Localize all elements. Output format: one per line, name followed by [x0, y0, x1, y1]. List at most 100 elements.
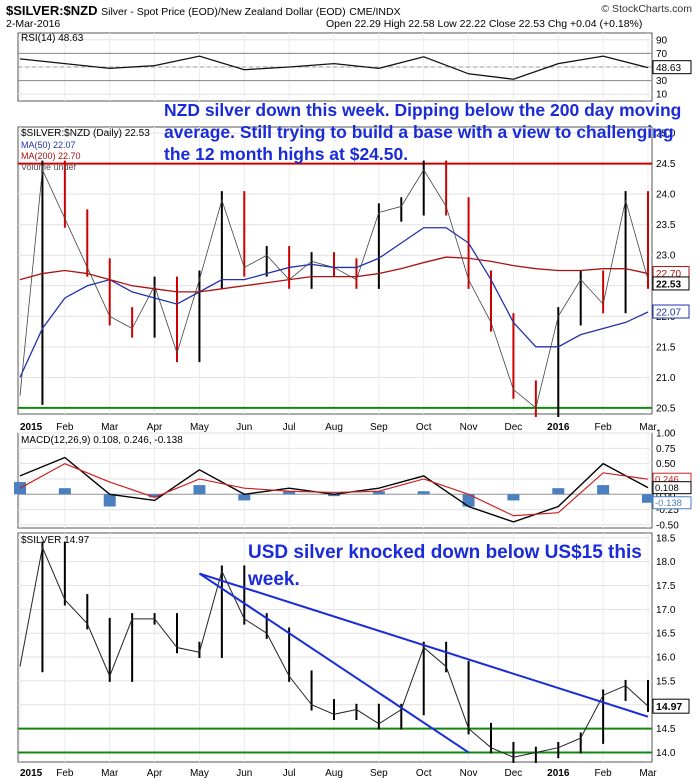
- usd-x-tick-label: 2015: [20, 768, 43, 779]
- nzd-legend-ma200: MA(200) 22.70: [21, 151, 81, 161]
- nzd-x-tick-label: Sep: [370, 422, 388, 433]
- nzd-value-box-ma50: [652, 304, 690, 319]
- macd-tick-label: 0.50: [656, 459, 676, 470]
- usd-title: $SILVER 14.97: [21, 535, 90, 546]
- macd-histogram-bar: [462, 494, 475, 507]
- macd-histogram-bar: [328, 494, 340, 497]
- macd-value-box-macd: [652, 481, 692, 495]
- macd-histogram-bar: [103, 494, 116, 507]
- brand-watermark: © StockCharts.com: [601, 3, 692, 15]
- macd-panel-frame: [17, 432, 653, 529]
- symbol-description: Silver - Spot Price (EOD)/New Zealand Do…: [101, 6, 346, 18]
- nzd-x-tick-label: Apr: [147, 422, 163, 433]
- macd-tick-label: -0.25: [656, 505, 679, 516]
- macd-tick-label: -0.50: [656, 520, 679, 531]
- nzd-tick-label: 24.5: [656, 159, 676, 170]
- chart-title: $SILVER:$NZD Silver - Spot Price (EOD)/N…: [6, 3, 401, 18]
- nzd-tick-label: 23.5: [656, 220, 676, 231]
- usd-tick-label: 18.0: [656, 557, 676, 568]
- nzd-tick-label: 25.0: [656, 129, 676, 140]
- usd-x-tick-label: Jun: [236, 768, 252, 779]
- usd-tick-label: 14.5: [656, 724, 676, 735]
- usd-x-tick-label: 2016: [547, 768, 570, 779]
- usd-panel-frame: [17, 532, 653, 763]
- rsi-title: RSI(14) 48.63: [21, 33, 84, 44]
- usd-trendline: [198, 572, 470, 754]
- macd-value-label-histogram: -0.138: [655, 498, 682, 509]
- nzd-tick-label: 21.0: [656, 373, 676, 384]
- usd-tick-label: 18.5: [656, 533, 676, 544]
- macd-signal-line: [19, 462, 649, 517]
- usd-value-box: [652, 698, 690, 714]
- rsi-value-label: 48.63: [656, 63, 681, 74]
- macd-histogram-bar: [58, 488, 71, 495]
- nzd-value-label-ma50: 22.07: [656, 308, 681, 319]
- macd-histogram-bar: [372, 491, 385, 495]
- usd-x-tick-label: May: [190, 768, 209, 779]
- macd-histogram-bar: [597, 485, 610, 495]
- nzd-x-tick-label: Dec: [505, 422, 523, 433]
- macd-tick-label: 1.00: [656, 429, 676, 440]
- rsi-tick-label: 90: [656, 35, 668, 46]
- usd-x-tick-label: Oct: [416, 768, 432, 779]
- rsi-tick-label: 70: [656, 49, 668, 60]
- symbol: $SILVER:$NZD: [6, 3, 98, 18]
- nzd-value-label-ma200: 22.70: [656, 269, 681, 280]
- usd-x-tick-label: Sep: [370, 768, 388, 779]
- macd-value-box-histogram: [652, 496, 692, 510]
- macd-histogram-bar: [507, 494, 520, 501]
- usd-annotation: USD silver knocked down below US$15 this…: [248, 542, 642, 590]
- macd-title: MACD(12,26,9) 0.108, 0.246, -0.138: [21, 435, 183, 446]
- nzd-legend-volume: Volume undef: [21, 162, 77, 172]
- nzd-x-tick-label: Feb: [56, 422, 74, 433]
- nzd-x-tick-label: Aug: [325, 422, 343, 433]
- usd-x-tick-label: Aug: [325, 768, 343, 779]
- nzd-value-box-close: [652, 276, 690, 291]
- usd-tick-label: 16.5: [656, 629, 676, 640]
- ohlc-readout: Open 22.29 High 22.58 Low 22.22 Close 22…: [326, 18, 643, 30]
- macd-histogram-bar: [238, 494, 251, 501]
- nzd-value-label-close: 22.53: [656, 279, 681, 290]
- rsi-tick-label: 30: [656, 76, 668, 87]
- usd-tick-label: 17.5: [656, 581, 676, 592]
- macd-line: [19, 456, 649, 523]
- usd-tick-label: 17.0: [656, 605, 676, 616]
- nzd-legend-ma50: MA(50) 22.07: [21, 140, 76, 150]
- nzd-x-tick-label: May: [190, 422, 209, 433]
- nzd-x-tick-label: 2016: [547, 422, 570, 433]
- usd-tick-label: 14.0: [656, 748, 676, 759]
- macd-histogram-bar: [148, 494, 161, 498]
- nzd-x-tick-label: Mar: [639, 422, 657, 433]
- rsi-value-box: [652, 60, 692, 75]
- usd-x-tick-label: Feb: [56, 768, 74, 779]
- macd-tick-label: 0.00: [656, 490, 676, 501]
- nzd-x-tick-label: Mar: [101, 422, 119, 433]
- usd-x-tick-label: Dec: [505, 768, 523, 779]
- nzd-x-tick-label: Feb: [595, 422, 613, 433]
- nzd-x-tick-label: Jul: [283, 422, 296, 433]
- macd-tick-label: 0.75: [656, 444, 676, 455]
- usd-x-tick-label: Mar: [639, 768, 657, 779]
- nzd-x-tick-label: Nov: [460, 422, 478, 433]
- nzd-annotation: NZD silver down this week. Dipping below…: [164, 100, 682, 164]
- usd-trendline: [199, 572, 649, 718]
- macd-histogram-bar: [193, 485, 206, 495]
- nzd-x-tick-label: 2015: [20, 422, 43, 433]
- nzd-ma200-line: [19, 256, 649, 293]
- usd-tick-label: 16.0: [656, 653, 676, 664]
- macd-histogram-bar: [642, 494, 654, 503]
- usd-x-tick-label: Nov: [460, 768, 478, 779]
- usd-value-label: 14.97: [656, 701, 682, 713]
- macd-value-label-macd: 0.108: [655, 483, 679, 494]
- nzd-tick-label: 20.5: [656, 403, 676, 414]
- nzd-x-tick-label: Jun: [236, 422, 252, 433]
- chart-date: 2-Mar-2016: [6, 18, 61, 30]
- nzd-ma50-line: [19, 227, 649, 378]
- usd-x-tick-label: Mar: [101, 768, 119, 779]
- nzd-tick-label: 21.5: [656, 342, 676, 353]
- macd-value-label-signal: 0.246: [655, 475, 679, 486]
- usd-x-tick-label: Apr: [147, 768, 163, 779]
- rsi-line: [19, 55, 649, 80]
- usd-x-tick-label: Jul: [283, 768, 296, 779]
